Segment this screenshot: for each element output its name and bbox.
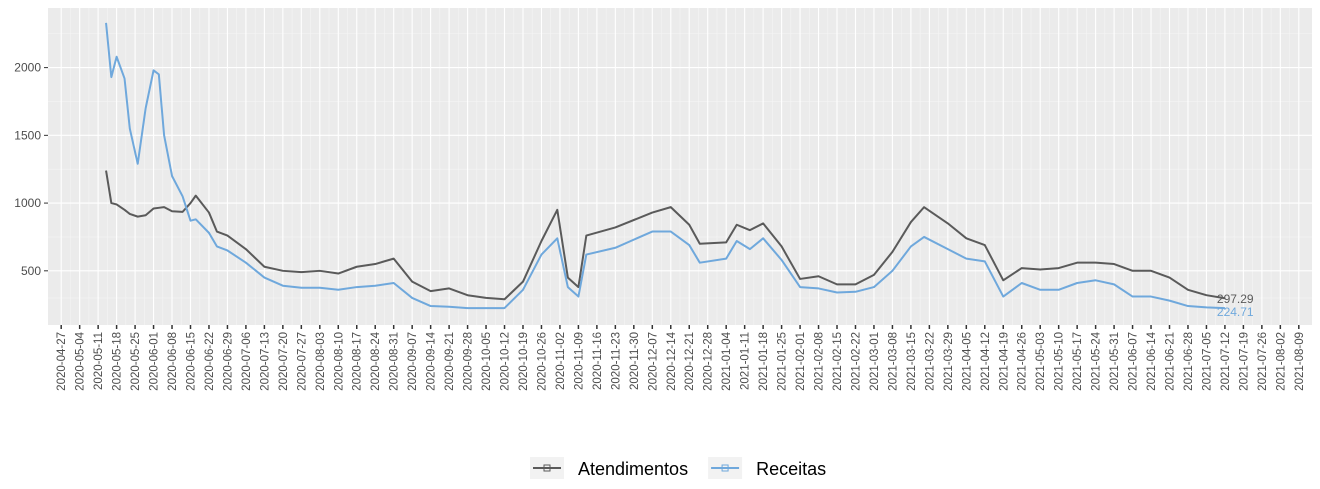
x-tick-label: 2020-12-28 <box>703 332 715 391</box>
x-tick-label: 2021-05-24 <box>1091 331 1103 390</box>
x-tick-label: 2021-07-19 <box>1238 332 1250 391</box>
x-tick-label: 2020-09-07 <box>407 332 419 391</box>
y-tick-label: 500 <box>21 264 41 278</box>
x-tick-label: 2021-07-26 <box>1257 332 1269 391</box>
x-tick-label: 2020-12-21 <box>684 332 696 391</box>
x-tick-label: 2021-06-28 <box>1183 332 1195 391</box>
legend-key-marker <box>721 464 729 472</box>
x-tick-label: 2020-06-15 <box>185 332 197 391</box>
y-tick-label: 1500 <box>14 128 41 142</box>
legend-label: Atendimentos <box>578 459 688 479</box>
x-tick-label: 2020-08-10 <box>333 332 345 391</box>
x-tick-label: 2020-07-27 <box>296 332 308 391</box>
x-tick-label: 2021-06-14 <box>1146 331 1158 390</box>
x-tick-label: 2021-07-12 <box>1220 332 1232 391</box>
x-tick-label: 2020-07-20 <box>278 332 290 391</box>
x-tick-label: 2020-10-26 <box>536 332 548 391</box>
x-tick-label: 2020-06-22 <box>204 332 216 391</box>
x-tick-label: 2021-02-22 <box>850 332 862 391</box>
x-tick-label: 2020-05-04 <box>75 331 87 390</box>
x-tick-label: 2020-10-12 <box>500 332 512 391</box>
x-tick-label: 2020-11-02 <box>555 332 567 390</box>
x-tick-label: 2020-08-17 <box>352 332 364 391</box>
y-tick-label: 1000 <box>14 196 41 210</box>
x-tick-label: 2020-09-14 <box>426 331 438 390</box>
x-tick-label: 2020-06-29 <box>222 332 234 391</box>
x-tick-label: 2020-05-11 <box>93 332 105 390</box>
x-tick-label: 2021-06-21 <box>1165 332 1177 391</box>
x-tick-label: 2020-09-21 <box>444 332 456 391</box>
x-tick-label: 2021-04-26 <box>1017 332 1029 391</box>
series-line <box>105 22 1225 310</box>
end-value-label: 297.29 <box>1217 292 1254 306</box>
x-tick-label: 2020-06-08 <box>167 332 179 391</box>
x-tick-label: 2021-03-15 <box>906 332 918 391</box>
x-tick-label: 2021-02-08 <box>814 332 826 391</box>
end-value-label: 224.71 <box>1217 305 1254 319</box>
x-tick-label: 2020-12-07 <box>647 332 659 391</box>
y-tick-label: 2000 <box>14 61 41 75</box>
x-tick-label: 2021-07-05 <box>1201 332 1213 391</box>
x-tick-label: 2021-08-02 <box>1275 332 1287 391</box>
x-tick-label: 2021-03-01 <box>869 332 881 391</box>
x-tick-label: 2021-06-07 <box>1128 332 1140 391</box>
x-tick-label: 2020-05-18 <box>112 332 124 391</box>
x-tick-label: 2020-08-24 <box>370 331 382 390</box>
x-tick-label: 2021-01-11 <box>740 332 752 390</box>
x-tick-label: 2021-05-10 <box>1054 332 1066 391</box>
x-tick-label: 2021-05-17 <box>1072 332 1084 391</box>
x-tick-label: 2020-08-31 <box>389 332 401 391</box>
x-tick-label: 2020-07-06 <box>241 332 253 391</box>
x-tick-label: 2020-07-13 <box>259 332 271 391</box>
series-line <box>105 170 1226 301</box>
x-tick-label: 2020-11-30 <box>629 332 641 390</box>
legend: Atendimentos Receitas <box>530 457 826 479</box>
x-tick-label: 2021-02-01 <box>795 332 807 391</box>
x-tick-label: 2020-06-01 <box>149 332 161 391</box>
x-tick-label: 2021-08-09 <box>1294 332 1306 391</box>
x-tick-label: 2021-01-04 <box>721 331 733 390</box>
x-tick-label: 2021-04-05 <box>961 332 973 391</box>
x-tick-label: 2021-02-15 <box>832 332 844 391</box>
x-tick-label: 2021-04-12 <box>980 332 992 391</box>
legend-key-marker <box>543 464 551 472</box>
x-tick-label: 2020-12-14 <box>666 331 678 390</box>
x-tick-label: 2021-05-03 <box>1035 332 1047 391</box>
x-tick-label: 2021-01-18 <box>758 332 770 391</box>
x-tick-label: 2020-10-05 <box>481 332 493 391</box>
x-tick-label: 2020-05-25 <box>130 332 142 391</box>
x-tick-label: 2020-08-03 <box>315 332 327 391</box>
x-tick-label: 2021-04-19 <box>998 332 1010 391</box>
x-tick-label: 2020-04-27 <box>56 332 68 391</box>
x-tick-label: 2021-03-08 <box>887 332 899 391</box>
x-tick-label: 2020-11-16 <box>592 332 604 390</box>
legend-label: Receitas <box>756 459 826 479</box>
x-tick-label: 2020-11-23 <box>610 332 622 390</box>
x-tick-label: 2021-01-25 <box>777 332 789 391</box>
x-tick-label: 2020-09-28 <box>463 332 475 391</box>
x-tick-label: 2021-05-31 <box>1109 332 1121 391</box>
x-tick-label: 2021-03-29 <box>943 332 955 391</box>
x-tick-label: 2021-03-22 <box>924 332 936 391</box>
x-tick-label: 2020-10-19 <box>518 332 530 391</box>
x-tick-label: 2020-11-09 <box>573 332 585 390</box>
